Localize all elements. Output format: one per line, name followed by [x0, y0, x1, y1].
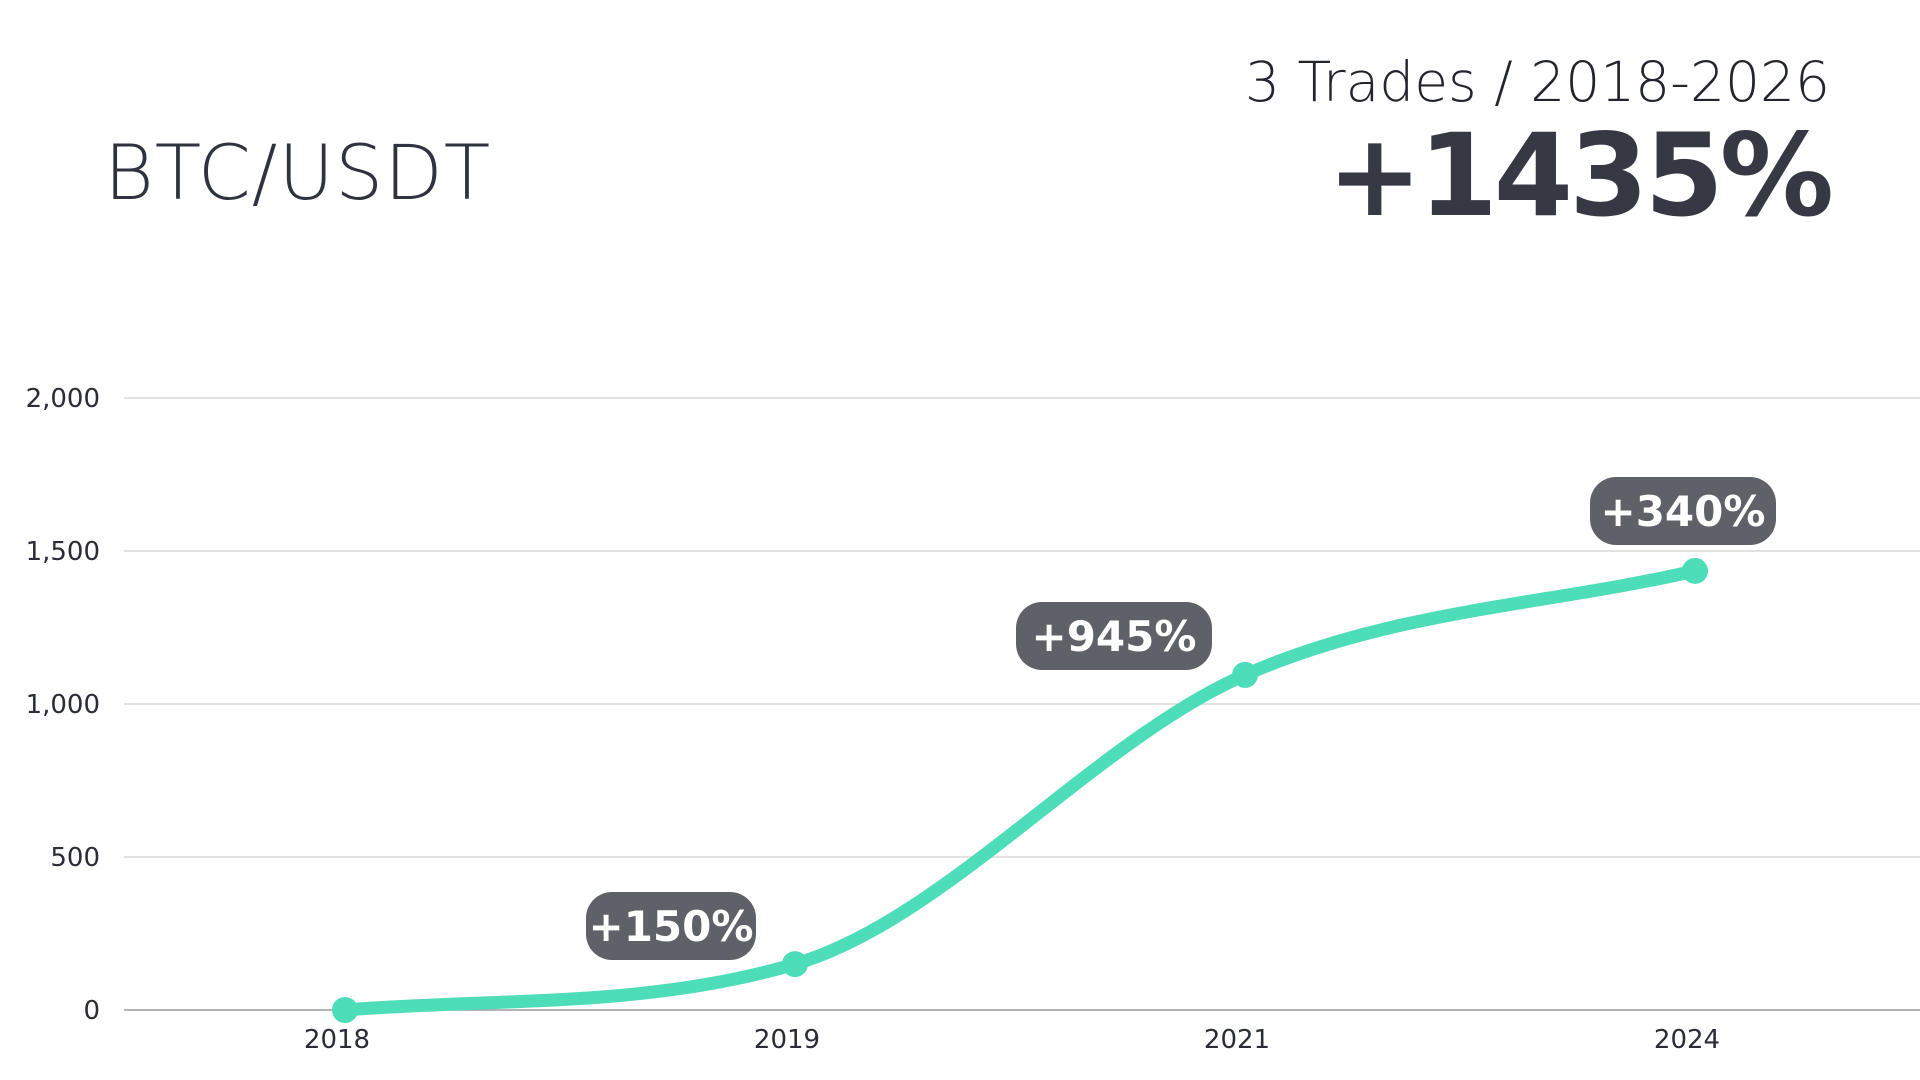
data-point: [1232, 661, 1258, 688]
y-tick-label: 2,000: [26, 384, 100, 414]
x-tick-label: 2024: [1654, 1025, 1720, 1055]
summary-block: 3 Trades / 2018-2026 +1435%: [1245, 46, 1834, 242]
pair-title: BTC/USDT: [104, 128, 492, 217]
total-return: +1435%: [1326, 109, 1834, 242]
data-point: [1682, 557, 1708, 584]
y-axis-ticks: 0 500 1,000 1,500 2,000: [26, 384, 100, 1026]
trades-summary: 3 Trades / 2018-2026: [1245, 50, 1830, 114]
y-tick-label: 500: [50, 843, 100, 873]
data-point: [782, 951, 808, 978]
x-tick-label: 2021: [1204, 1025, 1270, 1055]
callout-label: +340%: [1590, 477, 1776, 545]
data-points: [332, 557, 1708, 1023]
x-tick-label: 2019: [754, 1025, 820, 1055]
gridlines: [124, 397, 1920, 1011]
callout-background: [586, 892, 756, 960]
callout-text: +150%: [589, 902, 754, 951]
callout-text: +945%: [1032, 612, 1197, 661]
y-tick-label: 1,000: [26, 690, 100, 720]
callout-background: [1016, 602, 1212, 670]
data-point: [332, 997, 358, 1023]
callouts: +150% +945% +340%: [586, 477, 1776, 960]
callout-label: +150%: [586, 892, 756, 960]
x-tick-label: 2018: [304, 1025, 370, 1055]
y-tick-label: 0: [83, 996, 100, 1026]
callout-background: [1590, 477, 1776, 545]
callout-label: +945%: [1016, 602, 1212, 670]
callout-text: +340%: [1601, 487, 1766, 536]
series-line: [338, 564, 1702, 1017]
x-axis-ticks: 2018 2019 2021 2024: [304, 1025, 1720, 1055]
y-tick-label: 1,500: [26, 537, 100, 567]
